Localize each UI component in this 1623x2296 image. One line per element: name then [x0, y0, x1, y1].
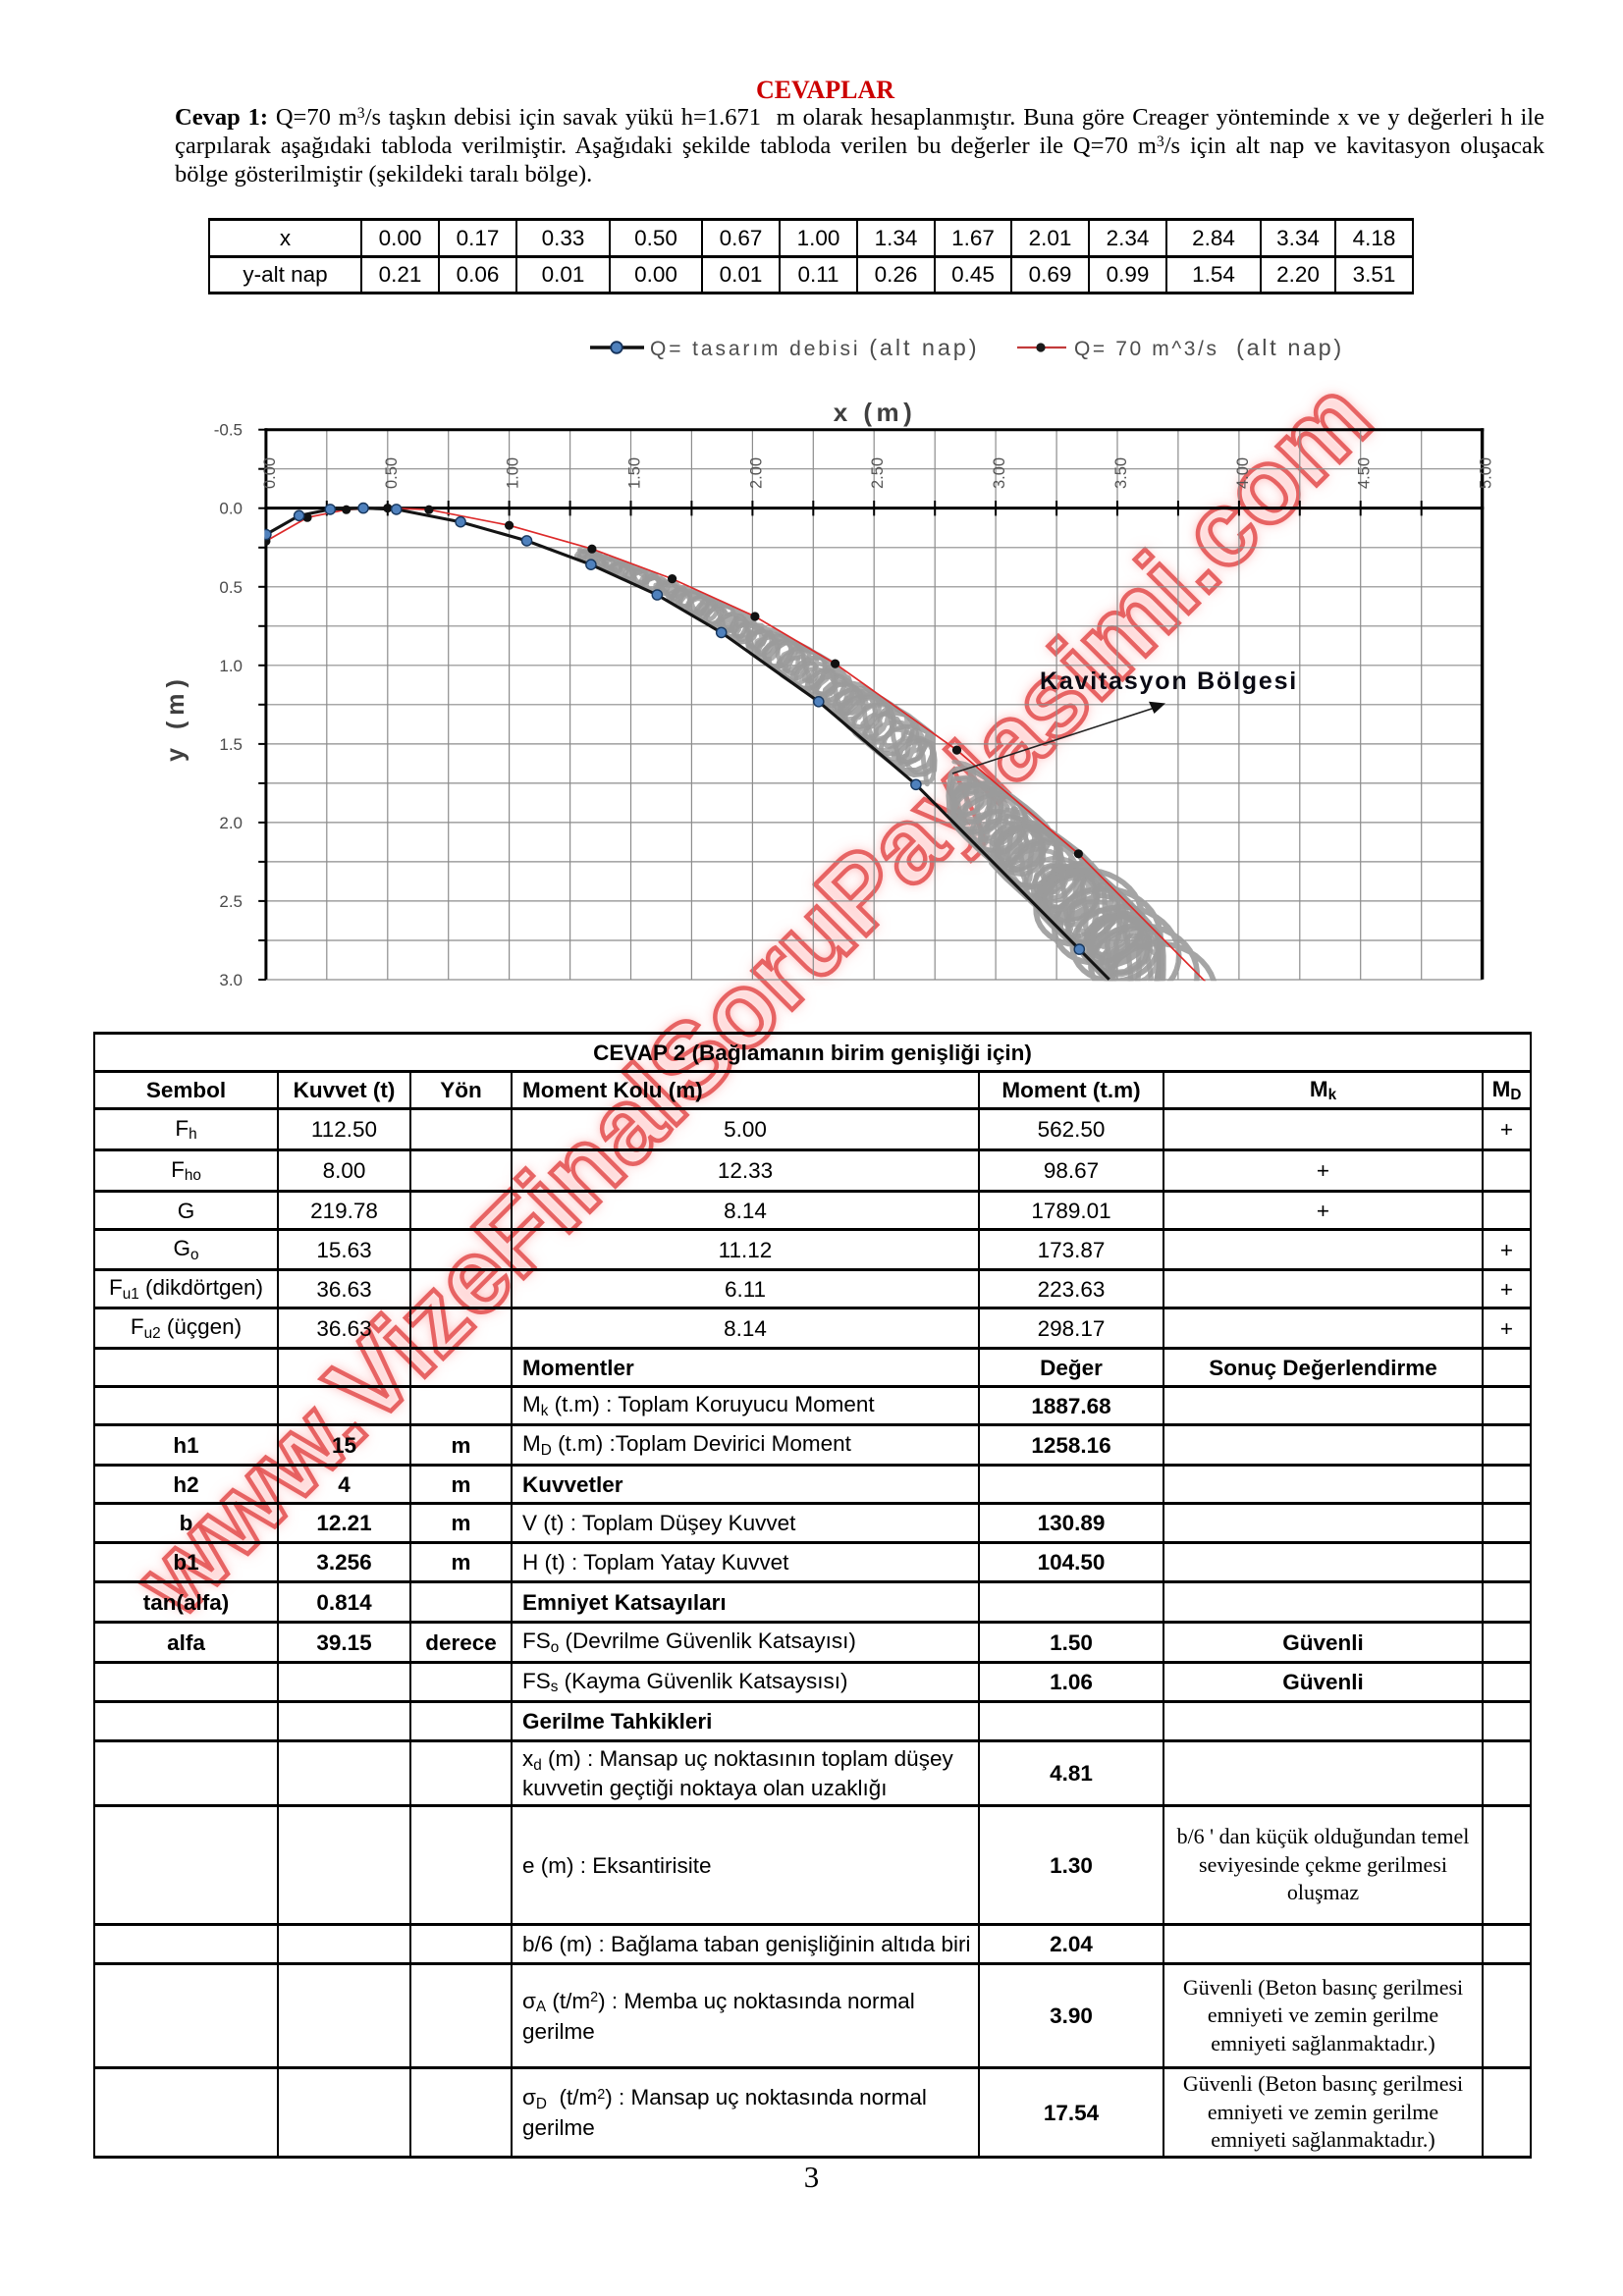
svg-text:0.50: 0.50 [383, 457, 401, 489]
svg-text:0.0: 0.0 [219, 500, 243, 518]
svg-text:0.00: 0.00 [261, 457, 279, 489]
svg-text:-0.5: -0.5 [214, 421, 243, 440]
svg-text:3.00: 3.00 [991, 457, 1008, 489]
svg-text:Q= tasarım debisi (alt nap): Q= tasarım debisi (alt nap) [650, 335, 980, 360]
svg-text:y (m): y (m) [162, 673, 189, 762]
svg-text:2.5: 2.5 [219, 892, 243, 911]
svg-text:3.50: 3.50 [1112, 457, 1130, 489]
svg-text:2.00: 2.00 [747, 457, 765, 489]
svg-text:4.50: 4.50 [1356, 457, 1374, 489]
svg-text:1.00: 1.00 [505, 457, 522, 489]
svg-text:x (m): x (m) [834, 398, 917, 427]
svg-text:1.0: 1.0 [219, 657, 243, 675]
svg-text:3.0: 3.0 [219, 971, 243, 989]
svg-text:4.00: 4.00 [1234, 457, 1252, 489]
svg-text:Q= 70 m^3/s (alt nap): Q= 70 m^3/s (alt nap) [1074, 335, 1344, 360]
svg-text:1.5: 1.5 [219, 735, 243, 754]
svg-text:Kavitasyon Bölgesi: Kavitasyon Bölgesi [1040, 667, 1298, 695]
svg-text:1.50: 1.50 [626, 457, 644, 489]
svg-text:0.5: 0.5 [219, 578, 243, 597]
svg-text:2.50: 2.50 [869, 457, 887, 489]
svg-text:2.0: 2.0 [219, 814, 243, 832]
svg-text:5.00: 5.00 [1478, 457, 1495, 489]
